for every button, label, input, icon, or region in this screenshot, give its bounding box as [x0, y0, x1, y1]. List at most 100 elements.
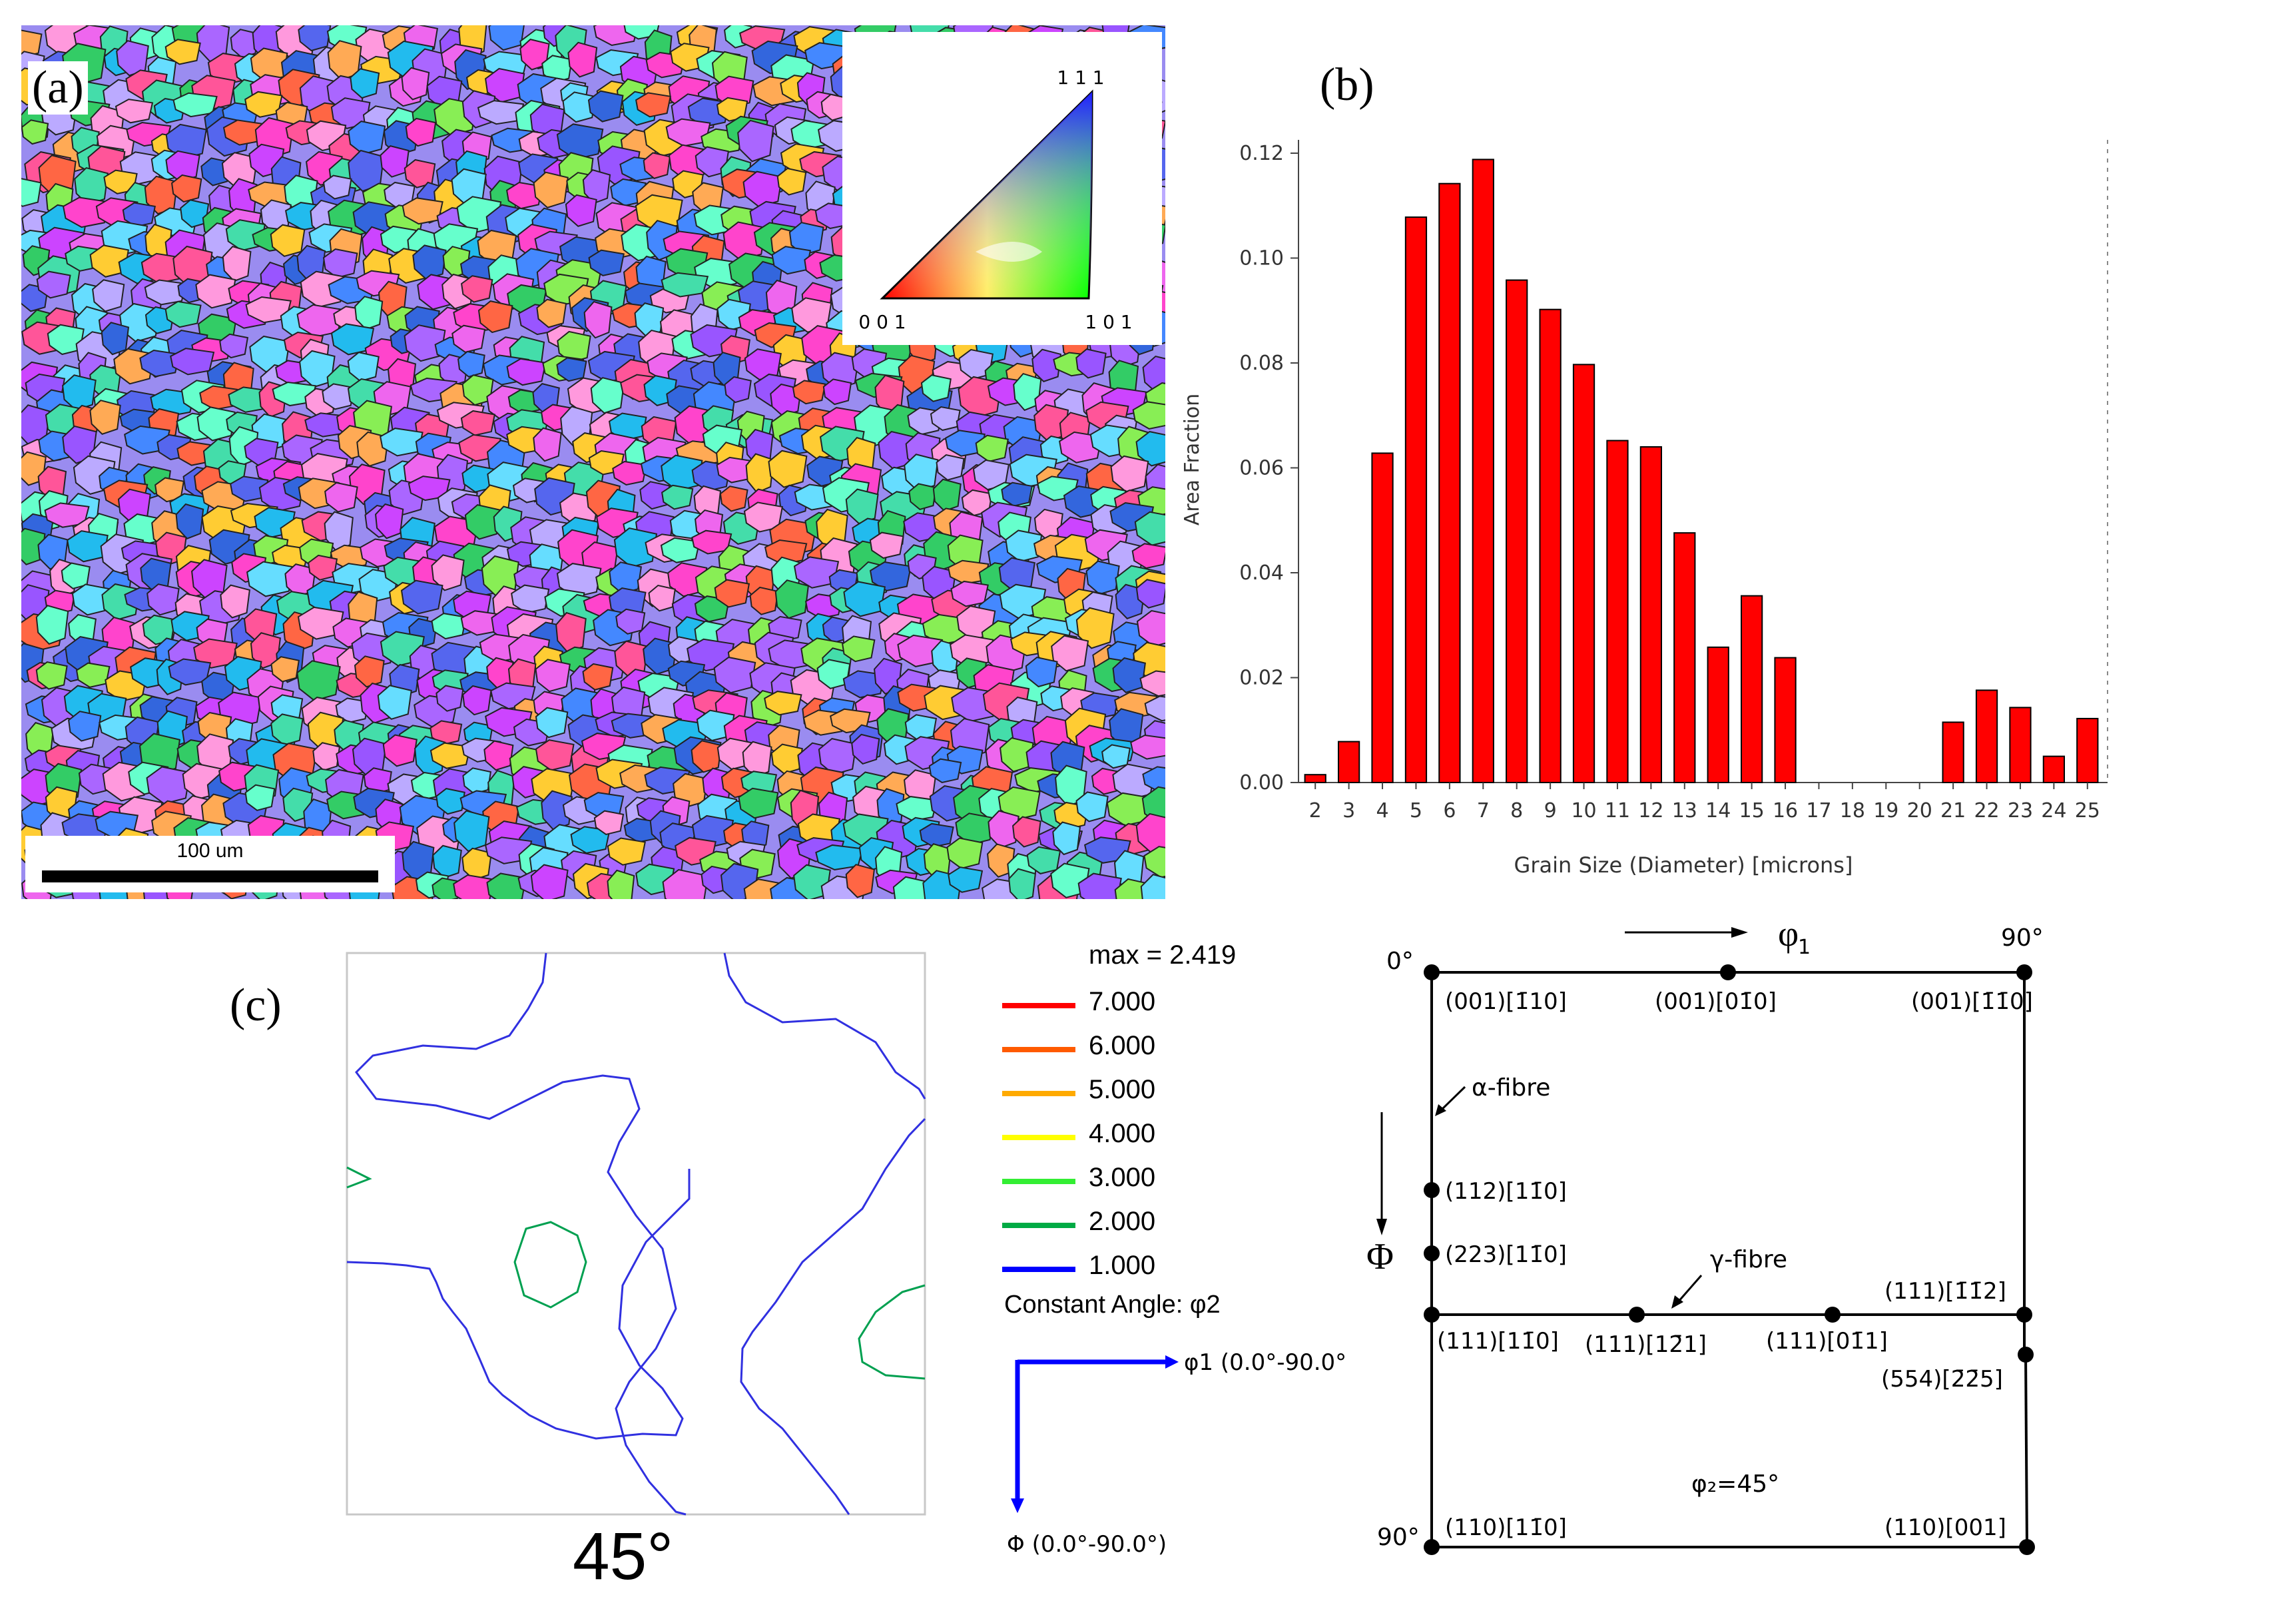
grain — [588, 249, 625, 276]
grain-size-chart: 0.000.020.040.060.080.100.12 2 3 4 5 6 7 8 9 10 1… — [1181, 140, 2108, 878]
grain — [511, 584, 550, 614]
grain — [820, 352, 860, 390]
grain — [222, 246, 252, 282]
grain — [312, 742, 340, 771]
grain — [1130, 734, 1165, 760]
contour-1-left — [355, 952, 687, 1516]
grain — [75, 662, 111, 688]
grain — [451, 324, 486, 353]
grain — [356, 431, 390, 467]
grain — [533, 171, 569, 208]
odf-legend-swatch — [1002, 1135, 1075, 1140]
grain — [432, 844, 462, 879]
grain — [146, 766, 191, 805]
grain — [1085, 560, 1120, 595]
node-001-1-1-0 — [2016, 964, 2032, 980]
grain — [998, 557, 1035, 592]
grain — [92, 279, 125, 312]
grain — [488, 25, 525, 51]
grain — [21, 119, 49, 145]
bar — [2042, 755, 2066, 783]
grain — [869, 561, 912, 591]
grain — [1131, 543, 1165, 569]
grain — [582, 169, 611, 204]
grain — [170, 348, 215, 376]
panel-label-b: (b) — [1320, 59, 1374, 111]
grain — [462, 767, 492, 795]
grain — [35, 661, 68, 690]
grain — [1031, 348, 1062, 382]
odf-legend-item: 1.000 — [1002, 1251, 1282, 1284]
grain — [435, 685, 464, 712]
grain — [948, 866, 984, 893]
scale-bar-box: 100 um — [25, 836, 395, 892]
odf-section-label: 45° — [573, 1519, 674, 1594]
grain — [1134, 511, 1165, 546]
y-tick-label: 0.06 — [1239, 457, 1284, 480]
grain — [609, 561, 642, 595]
grain — [770, 743, 803, 775]
grain — [713, 656, 756, 694]
grain — [380, 145, 410, 178]
odf-legend-value: 2.000 — [1089, 1207, 1156, 1236]
grain — [298, 25, 332, 52]
grain — [904, 714, 938, 741]
grain — [68, 711, 102, 742]
grain — [612, 460, 647, 486]
y-tick-label: 0.02 — [1239, 667, 1284, 690]
grain — [36, 270, 71, 299]
odf-frame — [346, 952, 926, 1516]
grain — [170, 174, 202, 203]
grain — [1075, 348, 1107, 379]
bar — [1673, 532, 1696, 784]
contour-1-lower — [346, 1169, 691, 1440]
grain — [946, 837, 984, 869]
grain — [851, 733, 880, 765]
grain — [21, 178, 42, 207]
panel-label-c: (c) — [230, 980, 282, 1031]
grain — [430, 742, 471, 769]
odf-legend-swatch — [1002, 1267, 1075, 1272]
bar — [1304, 774, 1326, 783]
grain — [845, 864, 875, 898]
orientation-label: (111)[12̄1] — [1585, 1331, 1707, 1358]
angle-0: 0° — [1386, 948, 1414, 975]
x-tick-label: 10 — [1571, 799, 1596, 822]
x-tick-label: 20 — [1907, 799, 1932, 822]
node-111-12-1 — [1629, 1307, 1645, 1323]
grain — [541, 790, 573, 831]
bar — [1774, 657, 1797, 784]
grain — [506, 182, 543, 210]
grain — [322, 174, 352, 200]
bar — [1472, 159, 1494, 783]
grain — [1001, 482, 1033, 507]
x-tick-label: 23 — [2008, 799, 2033, 822]
grain — [607, 869, 635, 899]
grain — [382, 734, 418, 767]
grain — [928, 758, 962, 784]
x-tick-label: 8 — [1510, 799, 1523, 822]
contour-1-right — [723, 952, 926, 1100]
grain — [691, 740, 722, 773]
grain — [246, 561, 294, 597]
grain — [1135, 579, 1165, 609]
grain — [347, 352, 380, 382]
grain — [221, 152, 258, 189]
orientation-label: (112)[11̄0] — [1445, 1178, 1567, 1205]
grain — [35, 605, 69, 645]
grain — [896, 796, 938, 822]
grain — [740, 771, 778, 795]
grain — [430, 720, 463, 745]
grain — [139, 350, 180, 378]
odf-legend-item: 3.000 — [1002, 1163, 1282, 1196]
grain — [1140, 874, 1165, 899]
grain — [89, 400, 121, 435]
grain — [477, 300, 513, 334]
grain — [565, 194, 597, 227]
phi1-subscript: 1 — [1798, 936, 1811, 959]
grain — [486, 872, 527, 899]
grain — [694, 595, 730, 623]
odf-legend-swatch — [1002, 1003, 1075, 1008]
orientation-label: (111)[01̄1] — [1766, 1328, 1888, 1355]
grain — [533, 427, 562, 462]
